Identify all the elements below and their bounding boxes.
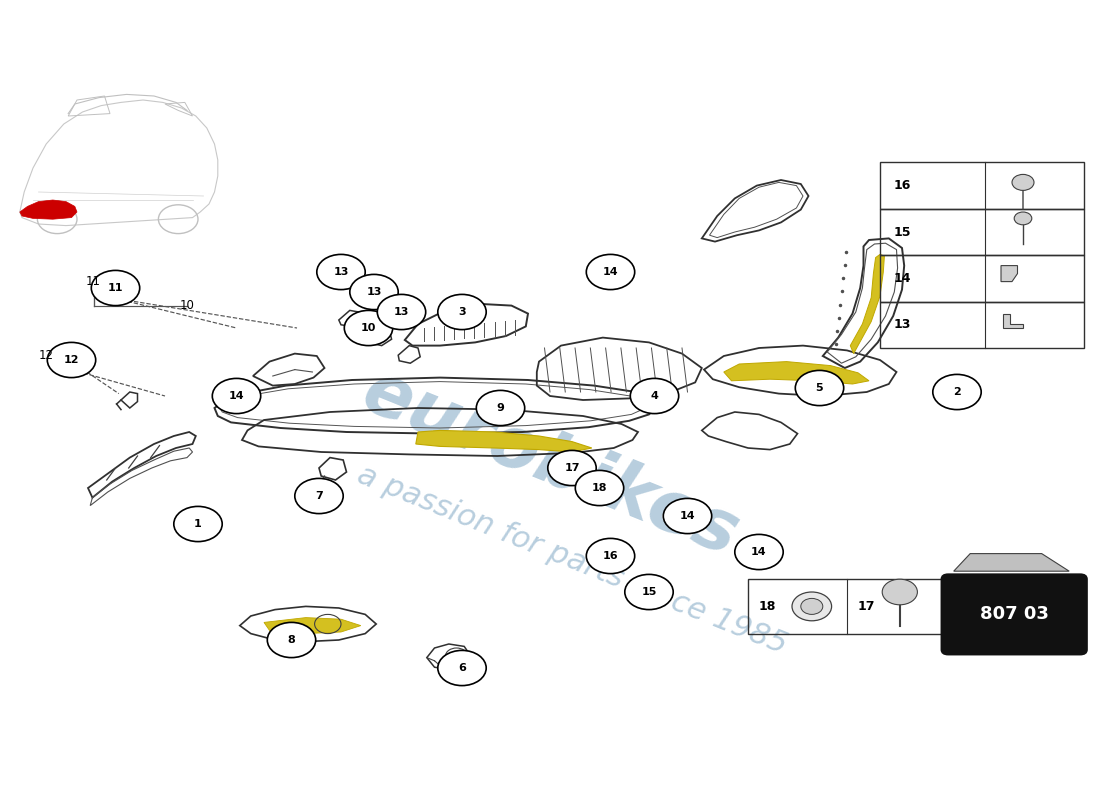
Text: 11: 11 bbox=[86, 275, 101, 288]
Text: 3: 3 bbox=[459, 307, 465, 317]
Text: 15: 15 bbox=[641, 587, 657, 597]
Circle shape bbox=[882, 579, 917, 605]
Circle shape bbox=[476, 390, 525, 426]
Polygon shape bbox=[954, 554, 1069, 571]
Polygon shape bbox=[416, 430, 592, 452]
Text: 10: 10 bbox=[179, 299, 195, 312]
Circle shape bbox=[212, 378, 261, 414]
Circle shape bbox=[735, 534, 783, 570]
Text: 16: 16 bbox=[603, 551, 618, 561]
Text: 18: 18 bbox=[759, 600, 777, 613]
Circle shape bbox=[438, 650, 486, 686]
Circle shape bbox=[630, 378, 679, 414]
Text: 7: 7 bbox=[315, 491, 323, 501]
Polygon shape bbox=[724, 362, 869, 384]
Polygon shape bbox=[850, 254, 884, 354]
Circle shape bbox=[438, 294, 486, 330]
Text: 18: 18 bbox=[592, 483, 607, 493]
Circle shape bbox=[344, 310, 393, 346]
Circle shape bbox=[295, 478, 343, 514]
Text: 13: 13 bbox=[893, 318, 911, 331]
Text: 16: 16 bbox=[893, 179, 911, 192]
Text: 1: 1 bbox=[194, 519, 202, 529]
FancyBboxPatch shape bbox=[942, 574, 1087, 654]
Circle shape bbox=[350, 274, 398, 310]
Text: 12: 12 bbox=[64, 355, 79, 365]
Circle shape bbox=[575, 470, 624, 506]
Text: 11: 11 bbox=[108, 283, 123, 293]
Text: 12: 12 bbox=[39, 350, 54, 362]
Circle shape bbox=[625, 574, 673, 610]
Circle shape bbox=[377, 294, 426, 330]
Circle shape bbox=[317, 254, 365, 290]
Text: 13: 13 bbox=[366, 287, 382, 297]
Circle shape bbox=[91, 270, 140, 306]
Text: 14: 14 bbox=[893, 272, 911, 285]
Text: eurobikes: eurobikes bbox=[352, 357, 748, 571]
Text: a passion for parts since 1985: a passion for parts since 1985 bbox=[353, 460, 791, 660]
Circle shape bbox=[801, 598, 823, 614]
Circle shape bbox=[792, 592, 832, 621]
Text: 5: 5 bbox=[816, 383, 823, 393]
Text: 9: 9 bbox=[496, 403, 505, 413]
Text: 13: 13 bbox=[394, 307, 409, 317]
Circle shape bbox=[1014, 212, 1032, 225]
Polygon shape bbox=[1001, 266, 1018, 282]
Text: 2: 2 bbox=[953, 387, 961, 397]
Text: 8: 8 bbox=[287, 635, 296, 645]
Text: 13: 13 bbox=[333, 267, 349, 277]
Circle shape bbox=[933, 374, 981, 410]
Text: 4: 4 bbox=[650, 391, 659, 401]
Text: 6: 6 bbox=[458, 663, 466, 673]
Text: 14: 14 bbox=[603, 267, 618, 277]
Text: 17: 17 bbox=[564, 463, 580, 473]
Polygon shape bbox=[1003, 314, 1023, 328]
Circle shape bbox=[586, 254, 635, 290]
Text: 14: 14 bbox=[229, 391, 244, 401]
Circle shape bbox=[548, 450, 596, 486]
Text: 14: 14 bbox=[680, 511, 695, 521]
Circle shape bbox=[267, 622, 316, 658]
Polygon shape bbox=[264, 618, 361, 634]
Circle shape bbox=[174, 506, 222, 542]
Text: 14: 14 bbox=[751, 547, 767, 557]
Circle shape bbox=[47, 342, 96, 378]
Text: 807 03: 807 03 bbox=[980, 606, 1048, 623]
Text: 15: 15 bbox=[893, 226, 911, 238]
Circle shape bbox=[663, 498, 712, 534]
Circle shape bbox=[1012, 174, 1034, 190]
Circle shape bbox=[586, 538, 635, 574]
Text: 17: 17 bbox=[858, 600, 876, 613]
Text: 10: 10 bbox=[361, 323, 376, 333]
Polygon shape bbox=[20, 200, 77, 219]
Circle shape bbox=[795, 370, 844, 406]
